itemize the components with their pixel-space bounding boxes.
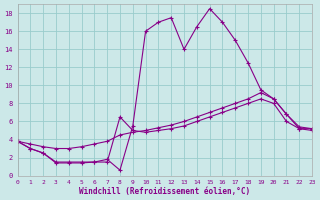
- X-axis label: Windchill (Refroidissement éolien,°C): Windchill (Refroidissement éolien,°C): [79, 187, 250, 196]
